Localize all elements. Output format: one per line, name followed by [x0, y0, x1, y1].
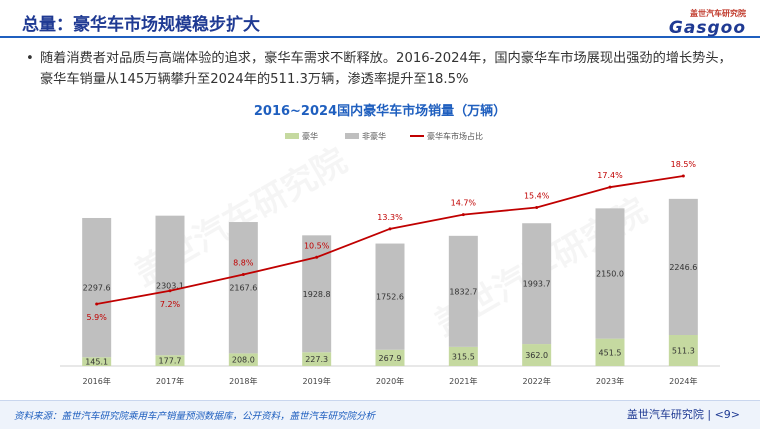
bar-luxury	[82, 357, 112, 366]
bar-label-luxury: 145.1	[85, 358, 108, 367]
x-tick-label: 2022年	[522, 376, 550, 386]
bar-luxury	[448, 346, 478, 366]
bar-non-luxury	[522, 223, 552, 345]
share-point	[608, 185, 612, 189]
share-label: 5.9%	[87, 313, 108, 322]
bar-luxury	[228, 353, 258, 366]
share-label: 18.5%	[671, 160, 697, 169]
x-tick-label: 2023年	[596, 376, 624, 386]
bar-luxury	[302, 352, 332, 366]
bar-label-non-luxury: 2297.6	[83, 284, 111, 293]
share-point	[388, 227, 392, 231]
x-tick-label: 2024年	[669, 376, 697, 386]
footer-org: 盖世汽车研究院	[626, 408, 704, 421]
bar-luxury	[595, 338, 625, 366]
bar-non-luxury	[448, 235, 478, 347]
footer-bar	[0, 400, 760, 429]
bar-label-luxury: 208.0	[232, 356, 255, 365]
bar-label-luxury: 315.5	[452, 352, 475, 361]
sales-chart: 豪华 非豪华 豪华车市场占比 145.1 2297.6 2016年 177.7 2303.1 2…	[60, 131, 720, 386]
bar-label-luxury: 267.9	[379, 354, 402, 363]
share-point	[241, 273, 245, 277]
summary-bullet: • 随着消费者对品质与高端体验的追求，豪华车需求不断释放。2016-2024年，…	[26, 48, 742, 90]
legend-swatch-1	[345, 133, 359, 139]
bar-label-non-luxury: 2246.6	[669, 263, 697, 272]
legend-label-1: 非豪华	[362, 131, 386, 141]
share-label: 15.4%	[524, 191, 550, 200]
bar-label-non-luxury: 1928.8	[303, 290, 331, 299]
share-label: 14.7%	[451, 199, 477, 208]
legend-label-2: 豪华车市场占比	[427, 131, 483, 141]
bar-non-luxury	[668, 198, 698, 336]
gasgoo-logo: 盖世汽车研究院 Gasgoo	[662, 8, 746, 38]
x-tick-label: 2020年	[376, 376, 404, 386]
share-label: 17.4%	[597, 171, 623, 180]
share-label: 7.2%	[160, 300, 181, 309]
page-number: <9>	[714, 408, 740, 421]
bar-non-luxury	[595, 208, 625, 339]
bar-label-luxury: 177.7	[159, 357, 182, 366]
share-point	[168, 289, 172, 293]
page-title: 总量：豪华车市场规模稳步扩大	[22, 15, 260, 35]
legend-swatch-0	[285, 133, 299, 139]
share-point	[315, 255, 319, 259]
legend-label-0: 豪华	[302, 131, 318, 141]
bar-luxury	[155, 355, 185, 366]
x-tick-label: 2018年	[229, 376, 257, 386]
x-tick-label: 2017年	[156, 376, 184, 386]
bar-label-luxury: 362.0	[525, 351, 548, 360]
bar-non-luxury	[155, 215, 185, 356]
bar-non-luxury	[302, 235, 332, 353]
bar-label-non-luxury: 1832.7	[449, 287, 477, 296]
share-point	[535, 205, 539, 209]
share-label: 8.8%	[233, 259, 254, 268]
source-note: 资料来源：盖世汽车研究院乘用车产销量预测数据库，公开资料，盖世汽车研究院分析	[14, 411, 376, 422]
bar-label-non-luxury: 1993.7	[523, 280, 551, 289]
share-label: 10.5%	[304, 241, 330, 250]
bar-luxury	[375, 349, 405, 366]
logo-subtitle: 盖世汽车研究院	[690, 9, 746, 18]
share-point	[681, 174, 685, 178]
bar-label-non-luxury: 2150.0	[596, 269, 624, 278]
bar-label-non-luxury: 2167.6	[229, 284, 257, 293]
bar-non-luxury	[375, 243, 405, 350]
logo-wordmark: Gasgoo	[668, 18, 746, 38]
x-tick-label: 2016年	[82, 376, 110, 386]
bar-luxury	[668, 335, 698, 366]
bullet-dot: •	[26, 51, 34, 66]
share-label: 13.3%	[377, 213, 403, 222]
bar-label-non-luxury: 1752.6	[376, 293, 404, 302]
bar-label-luxury: 451.5	[599, 348, 622, 357]
share-point	[461, 213, 465, 217]
bar-luxury	[522, 344, 552, 366]
summary-text: 随着消费者对品质与高端体验的追求，豪华车需求不断释放。2016-2024年，国内…	[40, 51, 732, 87]
bar-label-non-luxury: 2303.1	[156, 281, 184, 290]
share-point	[95, 302, 99, 306]
bar-non-luxury	[228, 222, 258, 354]
x-tick-label: 2019年	[302, 376, 330, 386]
page-info: 盖世汽车研究院 | <9>	[626, 408, 740, 421]
bar-label-luxury: 511.3	[672, 347, 695, 356]
title-divider	[0, 36, 760, 38]
bar-label-luxury: 227.3	[305, 355, 328, 364]
bar-non-luxury	[82, 217, 112, 358]
chart-title: 2016~2024国内豪华车市场销量（万辆）	[253, 104, 507, 119]
x-tick-label: 2021年	[449, 376, 477, 386]
